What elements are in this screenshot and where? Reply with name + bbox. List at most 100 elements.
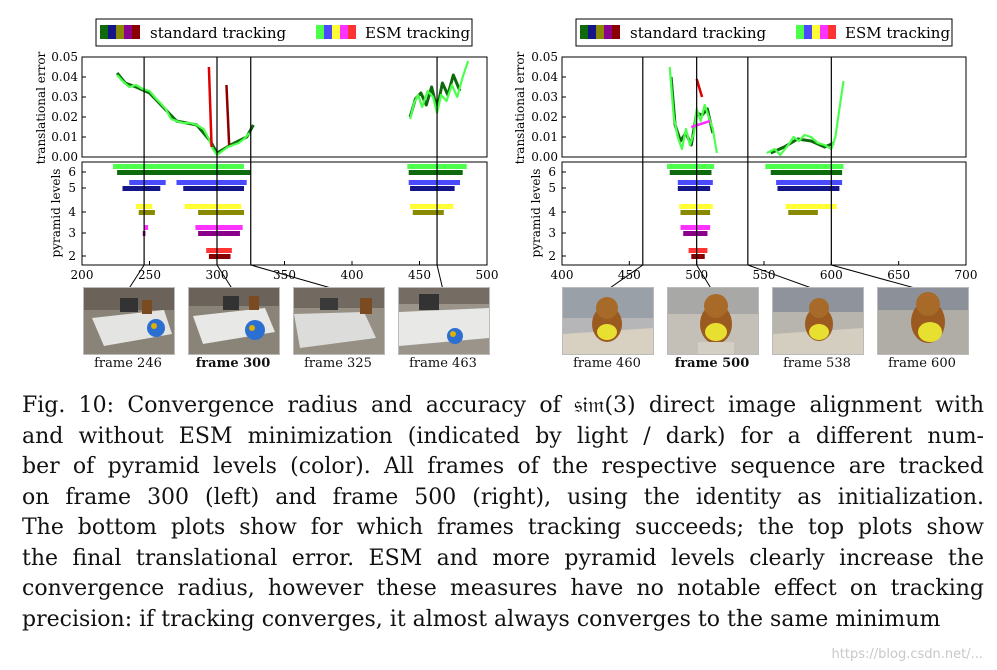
- level-tick-label: 2: [548, 249, 556, 263]
- thumbnail-label: frame 538: [783, 356, 851, 371]
- error-spike: [225, 84, 231, 146]
- esm-error-line: [668, 66, 718, 154]
- y-label-error-right: translational error: [513, 51, 527, 164]
- thumbnail-frame-538: [772, 287, 864, 355]
- esm-tracking-range: [195, 225, 243, 230]
- level-tick-label: 5: [68, 181, 76, 195]
- frame-connector-line: [216, 264, 234, 290]
- thumbnail-label: frame 460: [573, 356, 641, 371]
- caption-line: precision: if tracking converges, it alm…: [22, 606, 941, 632]
- legend-left: standard tracking ESM tracking: [95, 18, 473, 47]
- esm-tracking-range: [206, 248, 232, 253]
- esm-tracking-range: [680, 225, 711, 230]
- standard-tracking-range: [408, 170, 463, 175]
- esm-tracking-range: [129, 180, 166, 185]
- standard-tracking-range: [410, 186, 455, 191]
- levels-plot-frame: [561, 161, 967, 266]
- frame-connector-line: [747, 264, 818, 290]
- legend-esm-color: [796, 25, 804, 39]
- error-plot-frame: [561, 56, 967, 158]
- x-tick-label: 500: [685, 268, 708, 282]
- x-tick-label: 450: [408, 268, 431, 282]
- caption-line: Fig. 10: Convergence radius and accuracy…: [22, 393, 984, 418]
- standard-tracking-range: [669, 170, 712, 175]
- legend-esm-color: [348, 25, 356, 39]
- legend-standard-color: [580, 25, 588, 39]
- y-label-levels-right: pyramid levels: [529, 169, 543, 258]
- figure-right: standard tracking ESM tracking translati…: [513, 18, 977, 290]
- legend-esm-color: [820, 25, 828, 39]
- figure-caption: Fig. 10: Convergence radius and accuracy…: [22, 391, 984, 635]
- legend-standard-color: [108, 25, 116, 39]
- thumbnail-label: frame 500: [674, 356, 750, 371]
- legend-standard-color: [100, 25, 108, 39]
- thumbnail-label: frame 246: [94, 356, 162, 371]
- x-tick-label: 600: [820, 268, 843, 282]
- error-spike: [207, 66, 213, 148]
- caption-line: ber of pyramid levels (color). All frame…: [22, 454, 984, 479]
- legend-standard-swatch: [100, 25, 140, 39]
- x-tick-label: 400: [551, 268, 574, 282]
- x-tick-label: 550: [753, 268, 776, 282]
- level-tick-label: 4: [548, 205, 556, 219]
- legend-right: standard tracking ESM tracking: [575, 18, 953, 47]
- standard-tracking-range: [117, 170, 251, 175]
- esm-tracking-range: [667, 164, 715, 169]
- legend-esm-color: [332, 25, 340, 39]
- frame-connector-line: [436, 264, 444, 290]
- thumbnail-frame-463: [398, 287, 490, 355]
- thumbnail-label: frame 325: [304, 356, 372, 371]
- x-tick-label: 650: [887, 268, 910, 282]
- y-tick-label: 0.01: [531, 130, 558, 144]
- x-tick-label: 700: [955, 268, 978, 282]
- standard-tracking-range: [691, 254, 705, 259]
- caption-line: the final translational error. ESM and m…: [22, 545, 984, 571]
- esm-error-line: [116, 74, 251, 157]
- standard-tracking-range: [183, 186, 244, 191]
- y-tick-label: 0.00: [531, 150, 558, 164]
- plot-right: 0.000.010.020.030.040.052345640045050055…: [531, 50, 977, 290]
- esm-tracking-range: [410, 204, 454, 209]
- esm-tracking-range: [679, 204, 713, 209]
- legend-standard-color: [604, 25, 612, 39]
- frame-connector-line: [696, 264, 713, 290]
- x-tick-label: 400: [341, 268, 364, 282]
- standard-tracking-range: [138, 210, 155, 215]
- caption-line: The bottom plots show for which frames t…: [22, 515, 984, 540]
- standard-tracking-range: [770, 170, 843, 175]
- esm-error-line: [409, 60, 470, 120]
- caption-line: and without ESM minimization (indicated …: [22, 423, 984, 449]
- y-tick-label: 0.02: [51, 110, 78, 124]
- standard-tracking-range: [208, 254, 231, 259]
- legend-standard-color: [124, 25, 132, 39]
- y-tick-label: 0.01: [51, 130, 78, 144]
- legend-esm-color: [828, 25, 836, 39]
- legend-esm-color: [804, 25, 812, 39]
- x-tick-label: 300: [206, 268, 229, 282]
- legend-esm-label: ESM tracking: [365, 24, 470, 42]
- level-tick-label: 2: [68, 249, 76, 263]
- esm-tracking-range: [765, 164, 844, 169]
- standard-tracking-range: [122, 186, 161, 191]
- caption-line: convergence radius, however these measur…: [22, 576, 984, 601]
- thumbnail-label: frame 600: [888, 356, 956, 371]
- legend-standard-color: [116, 25, 124, 39]
- legend-esm-color: [340, 25, 348, 39]
- legend-esm-color: [812, 25, 820, 39]
- watermark: https://blog.csdn.net/...: [831, 647, 983, 662]
- y-tick-label: 0.05: [51, 50, 78, 64]
- y-tick-label: 0.05: [531, 50, 558, 64]
- legend-standard-color: [588, 25, 596, 39]
- esm-tracking-range: [785, 204, 837, 209]
- legend-esm-swatch: [796, 25, 836, 39]
- esm-tracking-range: [113, 164, 244, 169]
- frame-connector-line: [831, 264, 923, 290]
- esm-tracking-range: [144, 225, 149, 230]
- esm-tracking-range: [184, 204, 242, 209]
- esm-tracking-range: [176, 180, 247, 185]
- legend-standard-label: standard tracking: [630, 24, 767, 42]
- thumbnail-frame-600: [877, 287, 969, 355]
- y-tick-label: 0.04: [51, 70, 78, 84]
- x-tick-label: 500: [476, 268, 499, 282]
